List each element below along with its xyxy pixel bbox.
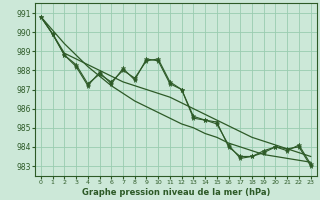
X-axis label: Graphe pression niveau de la mer (hPa): Graphe pression niveau de la mer (hPa) <box>82 188 270 197</box>
